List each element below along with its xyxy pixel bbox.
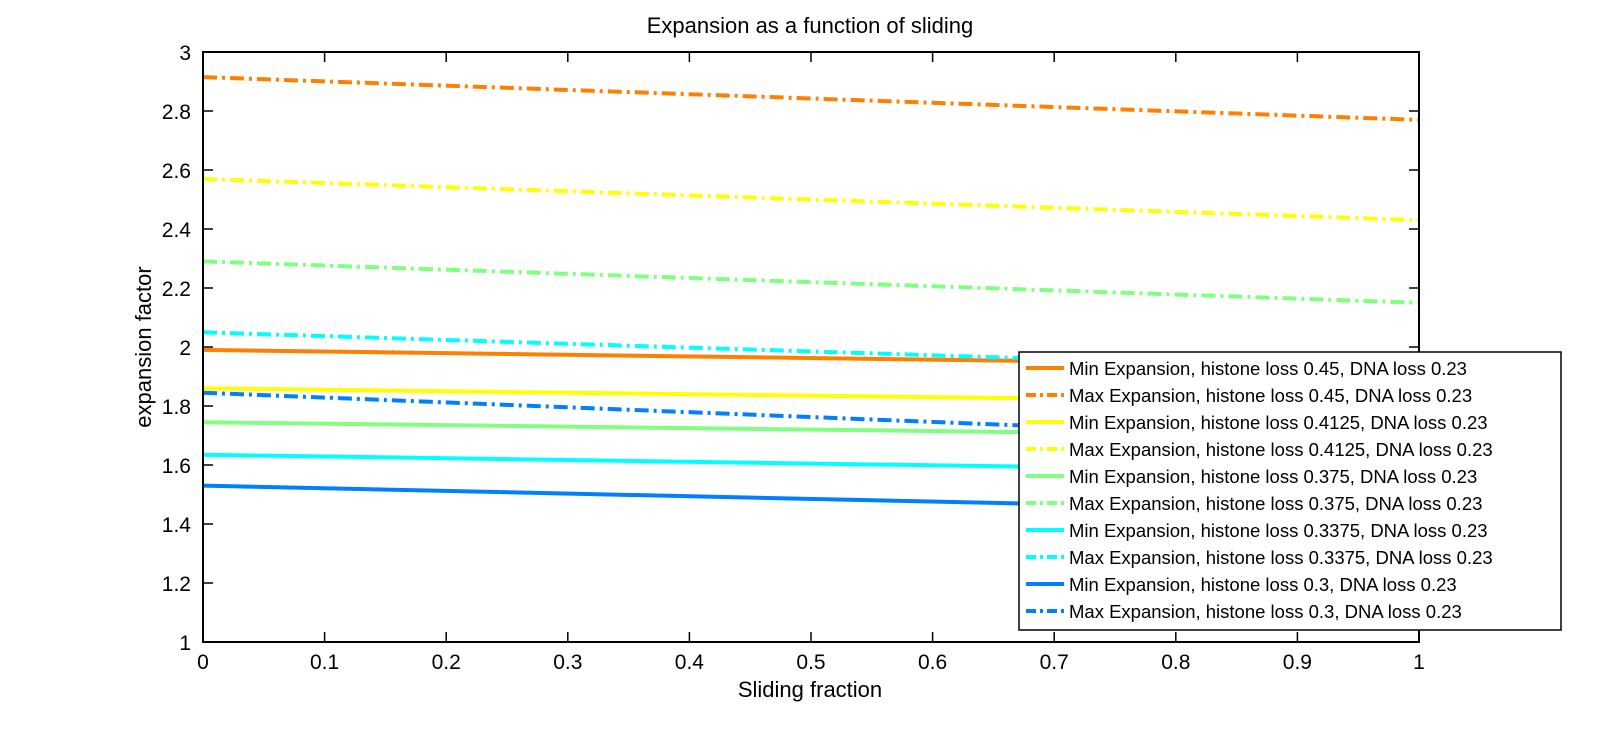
series-line-1 <box>202 75 1420 122</box>
legend-label: Max Expansion, histone loss 0.4125, DNA … <box>1069 439 1493 460</box>
series-line-7 <box>202 330 1420 373</box>
x-tick-label: 1 <box>1413 651 1425 674</box>
legend-label: Max Expansion, histone loss 0.375, DNA l… <box>1069 493 1482 514</box>
x-tick-label: 0.9 <box>1283 651 1312 674</box>
legend-label: Min Expansion, histone loss 0.3375, DNA … <box>1069 520 1488 541</box>
legend: Min Expansion, histone loss 0.45, DNA lo… <box>1018 351 1562 631</box>
x-tick-label: 0.6 <box>918 651 947 674</box>
y-tick-label: 2.4 <box>162 219 192 242</box>
y-tick-label: 2.2 <box>162 278 191 301</box>
y-tick-label: 2.8 <box>162 101 191 124</box>
legend-label: Min Expansion, histone loss 0.4125, DNA … <box>1069 412 1488 433</box>
x-tick-label: 0.7 <box>1040 651 1069 674</box>
y-tick-label: 3 <box>179 42 191 65</box>
legend-label: Min Expansion, histone loss 0.45, DNA lo… <box>1069 358 1467 379</box>
x-tick-label: 0.3 <box>553 651 582 674</box>
y-tick-label: 1.6 <box>162 455 191 478</box>
legend-box <box>1018 351 1562 631</box>
legend-label: Max Expansion, histone loss 0.45, DNA lo… <box>1069 385 1472 406</box>
legend-label: Max Expansion, histone loss 0.3, DNA los… <box>1069 601 1462 622</box>
y-tick-label: 2 <box>179 337 191 360</box>
y-tick-label: 1 <box>179 632 191 655</box>
series-line-9 <box>202 390 1420 444</box>
y-axis: 1 1.2 1.4 1.6 1.8 2 2.2 2.4 2.6 2.8 3 <box>162 42 1419 655</box>
legend-label: Max Expansion, histone loss 0.3375, DNA … <box>1069 547 1493 568</box>
x-tick-label: 0.2 <box>432 651 461 674</box>
y-tick-label: 2.6 <box>162 160 191 183</box>
x-tick-label: 0 <box>197 651 209 674</box>
x-tick-label: 0.8 <box>1161 651 1190 674</box>
series-line-3 <box>202 176 1420 223</box>
legend-label: Min Expansion, histone loss 0.3, DNA los… <box>1069 574 1457 595</box>
series-line-5 <box>202 259 1420 305</box>
x-tick-label: 0.5 <box>796 651 825 674</box>
y-axis-label: expansion factor <box>131 266 156 427</box>
y-tick-label: 1.4 <box>162 514 192 537</box>
x-axis-label: Sliding fraction <box>738 677 882 702</box>
y-tick-label: 1.8 <box>162 396 191 419</box>
y-tick-label: 1.2 <box>162 573 191 596</box>
x-tick-label: 0.4 <box>675 651 705 674</box>
legend-label: Min Expansion, histone loss 0.375, DNA l… <box>1069 466 1477 487</box>
chart-title: Expansion as a function of sliding <box>647 13 974 38</box>
x-axis: 0 0.1 0.2 0.3 0.4 0.5 0.6 0.7 0.8 0.9 1 <box>197 52 1425 674</box>
x-tick-label: 0.1 <box>310 651 339 674</box>
